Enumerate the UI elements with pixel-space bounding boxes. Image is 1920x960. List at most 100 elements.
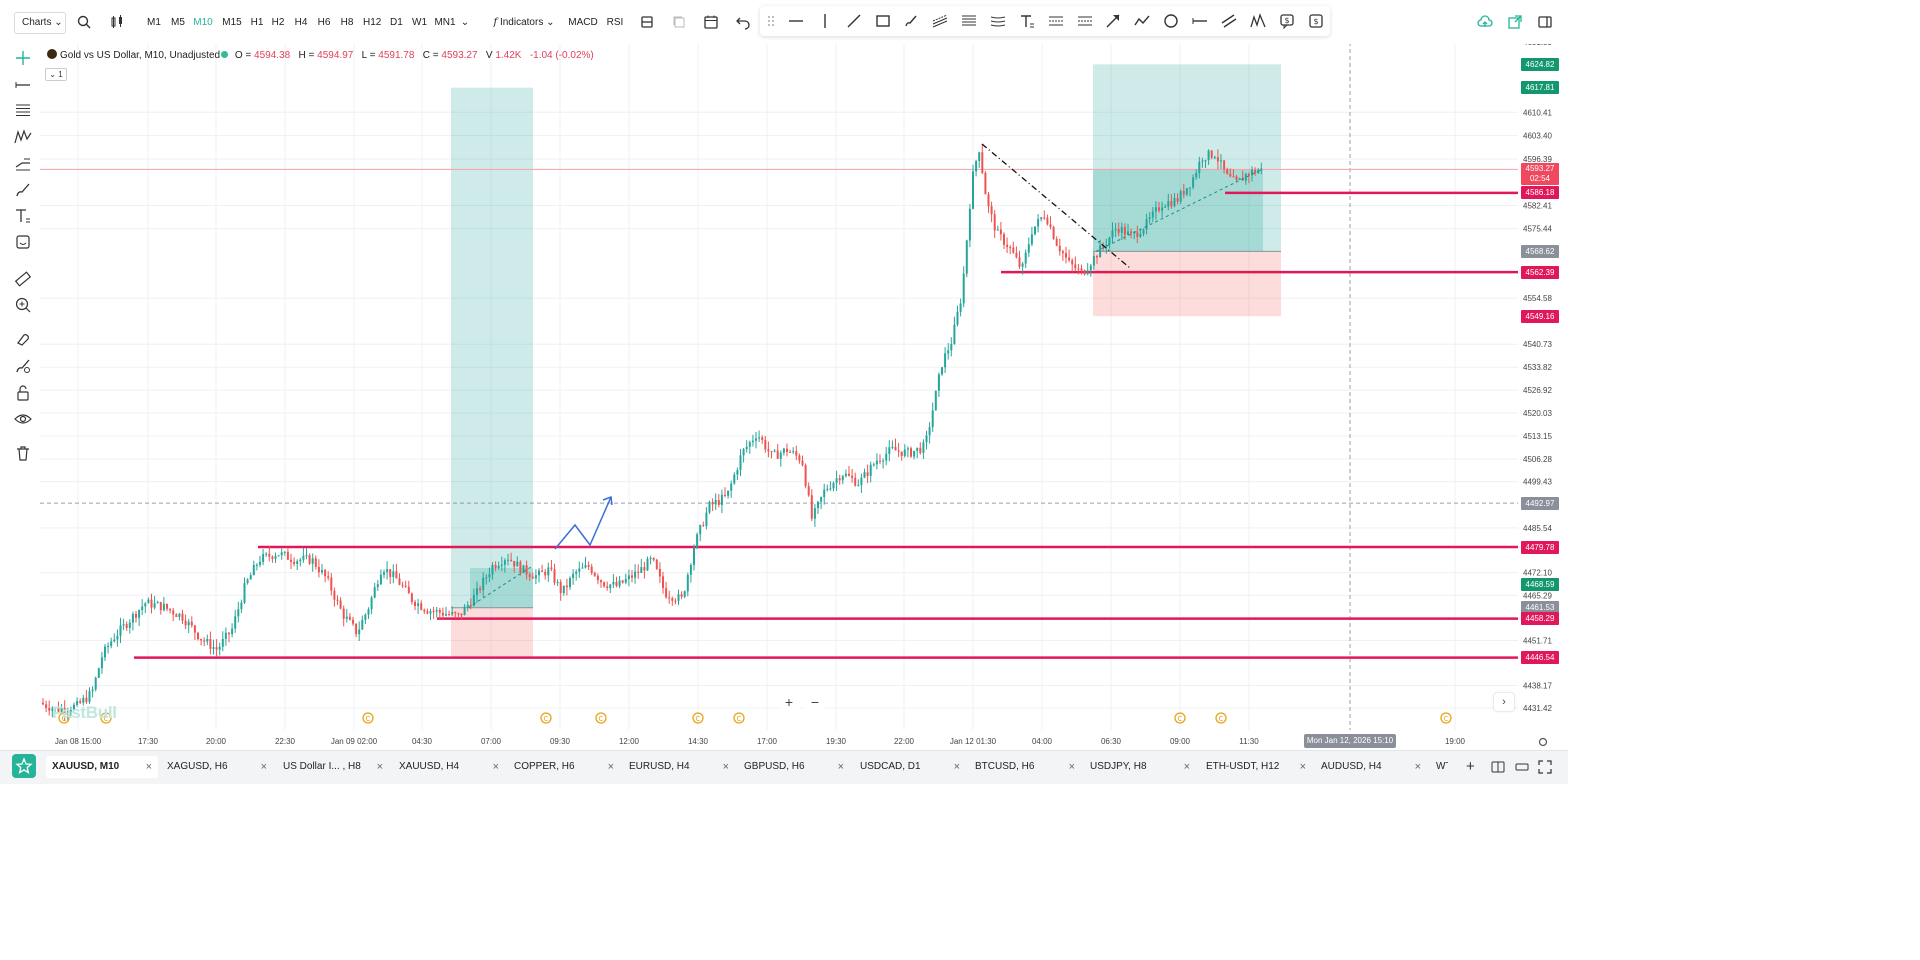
price-range-tool-icon[interactable]: $	[1308, 13, 1324, 29]
open-external-icon[interactable]	[1507, 14, 1523, 30]
fib-channel-tool-icon[interactable]	[990, 13, 1006, 29]
tab-close-icon[interactable]: ×	[145, 761, 152, 773]
arrow-tool-icon[interactable]	[1105, 13, 1121, 29]
tab-close-icon[interactable]: ×	[722, 761, 729, 773]
timeframe-mn1[interactable]: MN1	[434, 17, 456, 28]
chart-tab[interactable]: COPPER, H6 ×	[508, 756, 620, 778]
chart-tab[interactable]: XAUUSD, H4 ×	[393, 756, 505, 778]
timeframe-m5[interactable]: M5	[171, 17, 185, 28]
pattern-tools-icon[interactable]	[14, 128, 32, 146]
indicators-button[interactable]: f Indicators ⌄	[493, 17, 555, 28]
zoom-in-button[interactable]: +	[779, 693, 799, 711]
brush-tool-icon[interactable]	[903, 13, 919, 29]
calendar-icon[interactable]	[703, 14, 719, 30]
text-tool-icon[interactable]	[1019, 13, 1035, 29]
fullscreen-icon[interactable]	[1538, 760, 1552, 774]
tab-close-icon[interactable]: ×	[1068, 761, 1075, 773]
charts-menu-button[interactable]: Charts ⌄	[14, 12, 66, 34]
tab-close-icon[interactable]: ×	[953, 761, 960, 773]
forecast-tools-icon[interactable]	[14, 154, 32, 172]
line-tools-icon[interactable]	[14, 76, 32, 94]
candle-type-icon[interactable]	[109, 14, 125, 30]
candle-body	[1015, 252, 1018, 258]
add-tab-icon[interactable]: +	[1466, 758, 1475, 775]
macd-button[interactable]: MACD	[568, 17, 598, 28]
chart-tab[interactable]: WTI, D	[1430, 756, 1462, 778]
collapse-legend-button[interactable]: ⌄ 1	[45, 68, 67, 81]
chart-tab[interactable]: BTCUSD, H6 ×	[969, 756, 1081, 778]
zoom-in-icon[interactable]	[14, 296, 32, 314]
timeframe-h8[interactable]: H8	[340, 17, 354, 28]
chart-tab[interactable]: AUDUSD, H4 ×	[1315, 756, 1427, 778]
tab-close-icon[interactable]: ×	[1414, 761, 1421, 773]
trash-icon[interactable]	[14, 444, 32, 462]
regression-tool-icon[interactable]	[1077, 13, 1093, 29]
chart-tab[interactable]: USDJPY, H8 ×	[1084, 756, 1196, 778]
rsi-button[interactable]: RSI	[606, 17, 624, 28]
eye-icon[interactable]	[14, 410, 32, 428]
panel-toggle-icon[interactable]	[1537, 14, 1553, 30]
timeframe-h4[interactable]: H4	[294, 17, 308, 28]
vertical-line-tool-icon[interactable]	[817, 13, 833, 29]
layout-icon[interactable]	[639, 14, 655, 30]
chart-tab[interactable]: XAGUSD, H6 ×	[161, 756, 273, 778]
text-icon[interactable]	[14, 207, 32, 225]
timeframe-w1[interactable]: W1	[412, 17, 427, 28]
tab-close-icon[interactable]: ×	[837, 761, 844, 773]
fib-tools-icon[interactable]	[14, 101, 32, 119]
tab-close-icon[interactable]: ×	[492, 761, 499, 773]
chart-tab[interactable]: GBPUSD, H6 ×	[738, 756, 850, 778]
more-timeframes-chevron-icon[interactable]: ⌄	[460, 17, 470, 28]
scroll-to-latest-button[interactable]: ›	[1494, 693, 1514, 711]
tab-close-icon[interactable]: ×	[260, 761, 267, 773]
emoji-icon[interactable]	[14, 233, 32, 251]
fib-retracement-tool-icon[interactable]	[961, 13, 977, 29]
chart-tab[interactable]: XAUUSD, M10 ×	[46, 756, 158, 778]
elliott-wave-tool-icon[interactable]	[1250, 13, 1266, 29]
horizontal-line-tool-icon[interactable]	[788, 13, 804, 29]
price-note-tool-icon[interactable]: $	[1279, 13, 1295, 29]
magnet-icon[interactable]	[14, 331, 32, 349]
price-label: 4446.54	[1521, 651, 1559, 665]
tab-close-icon[interactable]: ×	[1299, 761, 1306, 773]
minimize-icon[interactable]	[1515, 760, 1529, 774]
chart-tab[interactable]: USDCAD, D1 ×	[854, 756, 966, 778]
cloud-upload-icon[interactable]	[1477, 14, 1493, 30]
chart-tab[interactable]: ETH-USDT, H12 ×	[1200, 756, 1312, 778]
timeframe-h6[interactable]: H6	[317, 17, 331, 28]
chart-tab[interactable]: EURUSD, H4 ×	[623, 756, 735, 778]
tab-layout-icon[interactable]	[1491, 760, 1505, 774]
path-tool-icon[interactable]	[1134, 13, 1150, 29]
ruler-icon[interactable]	[14, 270, 32, 288]
trend-line-tool-icon[interactable]	[846, 13, 862, 29]
stay-in-drawing-icon[interactable]	[14, 357, 32, 375]
timeframe-m1[interactable]: M1	[147, 17, 161, 28]
pitchfork-tool-icon[interactable]	[1048, 13, 1064, 29]
search-icon[interactable]	[76, 14, 92, 30]
tab-close-icon[interactable]: ×	[607, 761, 614, 773]
tab-close-icon[interactable]: ×	[376, 761, 383, 773]
copy-chart-icon[interactable]	[671, 14, 687, 30]
timeframe-h12[interactable]: H12	[363, 17, 382, 28]
timeframe-m15[interactable]: M15	[222, 17, 242, 28]
parallel-lines-tool-icon[interactable]	[1221, 13, 1237, 29]
chart-tab[interactable]: US Dollar I... , H8 ×	[277, 756, 389, 778]
undo-icon[interactable]	[735, 14, 751, 30]
drag-handle-icon[interactable]	[766, 13, 776, 29]
zoom-out-button[interactable]: −	[805, 693, 825, 711]
lock-icon[interactable]	[14, 384, 32, 402]
ray-tool-icon[interactable]	[1192, 13, 1208, 29]
favorites-button[interactable]	[12, 754, 36, 778]
crosshair-plus-icon[interactable]	[14, 49, 32, 67]
parallel-channel-tool-icon[interactable]	[932, 13, 948, 29]
timeframe-m10[interactable]: M10	[193, 17, 213, 28]
timeframe-d1[interactable]: D1	[390, 17, 403, 28]
tab-close-icon[interactable]: ×	[1183, 761, 1190, 773]
brush-icon[interactable]	[14, 181, 32, 199]
timeframe-h2[interactable]: H2	[271, 17, 285, 28]
circle-tool-icon[interactable]	[1163, 13, 1179, 29]
rectangle-tool-icon[interactable]	[875, 13, 891, 29]
timeframe-h1[interactable]: H1	[250, 17, 264, 28]
